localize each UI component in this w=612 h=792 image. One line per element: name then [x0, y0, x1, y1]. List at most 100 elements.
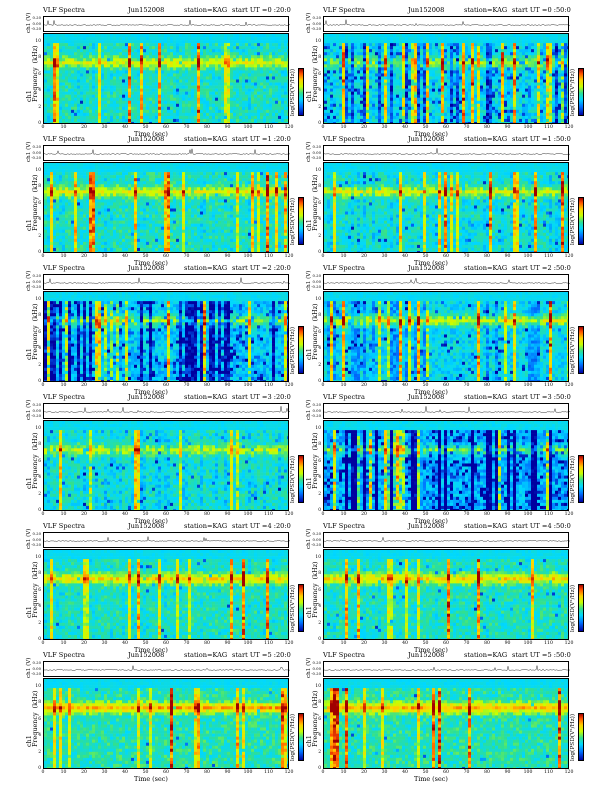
spectrogram-cell	[420, 115, 424, 120]
spectrogram-cell	[543, 34, 547, 38]
spectrogram-cell	[197, 115, 201, 120]
spectrogram-cell	[408, 34, 412, 38]
spectrogram-cell	[561, 61, 565, 65]
spectrogram-cell	[336, 109, 340, 114]
spectrogram-cell	[330, 34, 334, 38]
spectrogram-cell	[188, 79, 192, 83]
spectrogram-cell	[62, 52, 66, 56]
spectrogram-cell	[257, 91, 261, 95]
spectrogram-cell	[330, 76, 334, 80]
spectrogram-cell	[378, 49, 382, 53]
spectrogram-cell	[230, 40, 234, 44]
spectrogram-cell	[327, 61, 331, 65]
spectrogram-cell	[239, 100, 243, 105]
spectrogram-cell	[516, 73, 520, 77]
spectrogram-cell	[164, 37, 168, 41]
spectrogram-cell	[495, 118, 499, 123]
spectrogram-cell	[206, 67, 210, 71]
spectrogram-cell	[134, 115, 138, 120]
spectrogram-cell	[197, 85, 201, 89]
spectrogram-cell	[146, 100, 150, 105]
spectrogram-cell	[402, 40, 406, 44]
spectrogram-cell	[212, 64, 216, 68]
spectrogram-cell	[236, 85, 240, 89]
frequency-tick-label: 8	[311, 55, 321, 60]
spectrogram-cell	[489, 43, 493, 47]
spectrogram-cell	[47, 58, 51, 62]
spectrogram-cell	[444, 121, 448, 123]
spectrogram-cell	[525, 67, 529, 71]
spectrogram-cell	[519, 76, 523, 80]
spectrogram-cell	[381, 121, 385, 123]
spectrogram-cell	[522, 64, 526, 68]
spectrogram-cell	[504, 97, 508, 102]
spectrogram-cell	[483, 82, 487, 86]
spectrogram-cell	[339, 82, 343, 86]
spectrogram-cell	[555, 61, 559, 65]
spectrogram-cell	[414, 121, 418, 123]
spectrogram-cell	[366, 88, 370, 92]
spectrogram-cell	[200, 118, 204, 123]
spectrogram-cell	[372, 37, 376, 41]
spectrogram-cell	[492, 85, 496, 89]
time-tick-label: 80	[481, 125, 493, 130]
spectrogram-cell	[158, 112, 162, 117]
spectrogram-cell	[567, 82, 568, 86]
spectrogram-cell	[149, 115, 153, 120]
spectrogram-cell	[360, 94, 364, 98]
spectrogram-cell	[65, 94, 69, 98]
spectrogram-cell	[357, 37, 361, 41]
spectrogram-cell	[158, 109, 162, 114]
spectrogram-cell	[549, 88, 553, 92]
spectrogram-cell	[363, 82, 367, 86]
spectrogram-cell	[218, 52, 222, 56]
spectrogram-cell	[200, 34, 204, 38]
spectrogram-cell	[200, 91, 204, 95]
spectrogram-cell	[369, 46, 373, 50]
spectrogram-cell	[146, 82, 150, 86]
spectrogram-cell	[272, 73, 276, 77]
spectrogram-cell	[432, 91, 436, 95]
spectrogram-cell	[215, 46, 219, 50]
spectrogram-cell	[441, 82, 445, 86]
spectrogram-cell	[438, 115, 442, 120]
spectrogram-cell	[197, 121, 201, 123]
spectrogram-cell	[447, 118, 451, 123]
spectrogram-cell	[348, 97, 352, 102]
spectrogram-cell	[116, 64, 120, 68]
spectrogram-cell	[423, 37, 427, 41]
spectrogram-panel: VLF Spectra Jun152008 station=KAG start UT …	[25, 135, 306, 267]
spectrogram-cell	[263, 103, 267, 108]
spectrogram-cell	[483, 106, 487, 111]
spectrogram-cell	[363, 100, 367, 105]
spectrogram-cell	[146, 34, 150, 38]
spectrogram-cell	[426, 121, 430, 123]
spectrogram-cell	[396, 55, 400, 59]
spectrogram-cell	[408, 49, 412, 53]
spectrogram-cell	[402, 118, 406, 123]
spectrogram-cell	[113, 94, 117, 98]
spectrogram-cell	[209, 76, 213, 80]
spectrogram-cell	[248, 40, 252, 44]
spectrogram-cell	[357, 94, 361, 98]
spectrogram-cell	[534, 106, 538, 111]
spectrogram-cell	[128, 103, 132, 108]
spectrogram-cell	[378, 73, 382, 77]
spectrogram-cell	[47, 118, 51, 123]
spectrogram-cell	[429, 49, 433, 53]
spectrogram-cell	[164, 46, 168, 50]
spectrogram-cell	[516, 37, 520, 41]
spectrogram-cell	[188, 109, 192, 114]
spectrogram-cell	[245, 34, 249, 38]
spectrogram-cell	[504, 73, 508, 77]
spectrogram-cell	[513, 85, 517, 89]
spectrogram-cell	[558, 79, 562, 83]
trace-tick-label: -0.20	[31, 26, 41, 31]
spectrogram-cell	[206, 70, 210, 74]
spectrogram-cell	[137, 46, 141, 50]
spectrogram-cell	[393, 121, 397, 123]
spectrogram-cell	[456, 121, 460, 123]
spectrogram-cell	[86, 73, 90, 77]
spectrogram-cell	[122, 85, 126, 89]
spectrogram-cell	[155, 58, 159, 62]
